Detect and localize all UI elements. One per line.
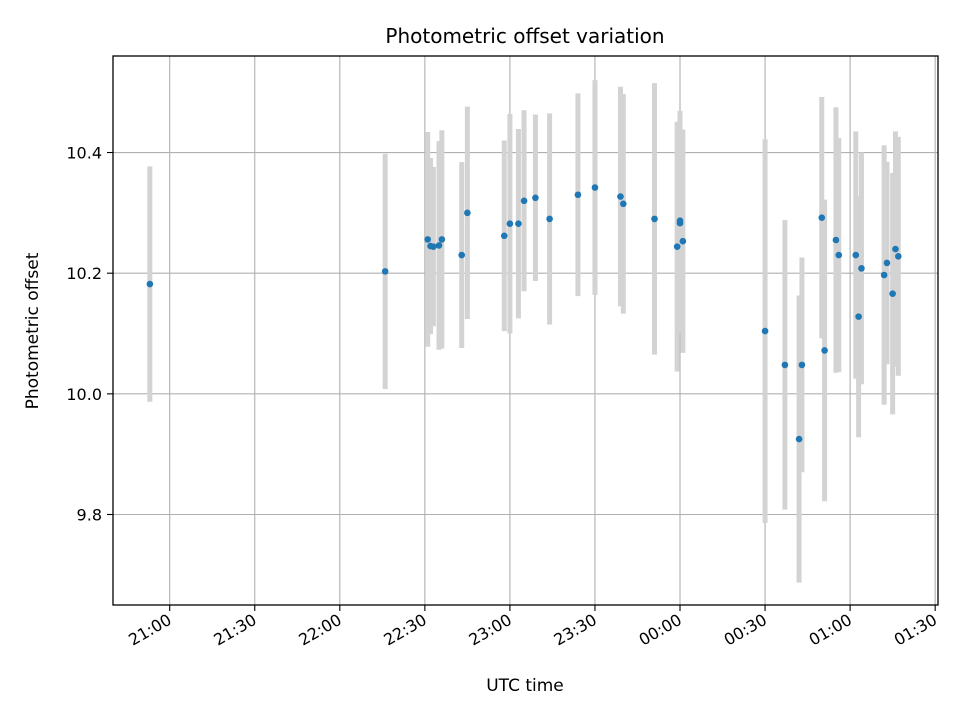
data-point xyxy=(430,243,437,250)
data-point xyxy=(889,290,896,297)
error-bars xyxy=(147,80,901,583)
data-point xyxy=(895,252,902,260)
data-point xyxy=(546,215,553,223)
data-point xyxy=(761,327,769,335)
data-point xyxy=(676,217,684,224)
data-point xyxy=(438,236,446,243)
x-tick-label: 00:00 xyxy=(636,610,685,650)
data-point xyxy=(146,280,154,288)
data-point xyxy=(520,197,528,205)
x-tick-label: 22:30 xyxy=(380,610,429,650)
y-axis-title: Photometric offset xyxy=(23,252,43,409)
y-axis: 9.8 10.0 10.2 10.4 xyxy=(66,144,113,525)
data-point xyxy=(855,313,862,320)
data-point xyxy=(679,237,687,245)
y-tick-label: 9.8 xyxy=(77,506,102,525)
y-tick-label: 10.0 xyxy=(66,385,102,404)
data-point xyxy=(506,220,514,228)
data-point xyxy=(795,435,803,443)
x-tick-label: 01:00 xyxy=(806,610,855,650)
data-point xyxy=(532,194,539,202)
data-point xyxy=(880,271,888,279)
data-point xyxy=(500,232,508,240)
data-point xyxy=(381,268,389,275)
data-point xyxy=(458,251,466,259)
x-tick-label: 00:30 xyxy=(721,610,770,650)
x-tick-label: 23:00 xyxy=(465,610,514,650)
x-tick-label: 22:00 xyxy=(295,610,344,650)
data-points xyxy=(146,184,902,443)
data-point xyxy=(617,193,624,200)
y-tick-label: 10.4 xyxy=(66,144,102,163)
plot-frame xyxy=(112,55,939,606)
data-point xyxy=(883,259,891,267)
data-point xyxy=(651,215,658,223)
data-point xyxy=(515,220,522,228)
data-point xyxy=(591,184,599,191)
chart-title: Photometric offset variation xyxy=(385,24,664,48)
x-tick-label: 21:00 xyxy=(125,610,174,650)
x-axis-title: UTC time xyxy=(486,676,564,696)
data-point xyxy=(818,214,826,221)
data-point xyxy=(892,245,899,253)
data-point xyxy=(424,236,431,243)
data-point xyxy=(835,251,843,259)
data-point xyxy=(821,347,828,354)
data-point xyxy=(673,243,681,250)
data-point xyxy=(852,251,860,259)
x-tick-label: 23:30 xyxy=(551,610,600,650)
x-tick-label: 21:30 xyxy=(210,610,259,650)
x-tick-label: 01:30 xyxy=(891,610,940,650)
data-point xyxy=(574,191,582,199)
data-point xyxy=(781,361,789,369)
y-tick-label: 10.2 xyxy=(66,264,102,283)
data-point xyxy=(620,200,627,208)
data-point xyxy=(858,265,865,272)
data-point xyxy=(435,242,443,249)
data-point xyxy=(464,209,471,217)
x-axis: 21:00 21:30 22:00 22:30 23:00 23:30 00:00 00:30… xyxy=(125,605,940,650)
data-point xyxy=(832,236,840,244)
data-point xyxy=(798,361,806,369)
